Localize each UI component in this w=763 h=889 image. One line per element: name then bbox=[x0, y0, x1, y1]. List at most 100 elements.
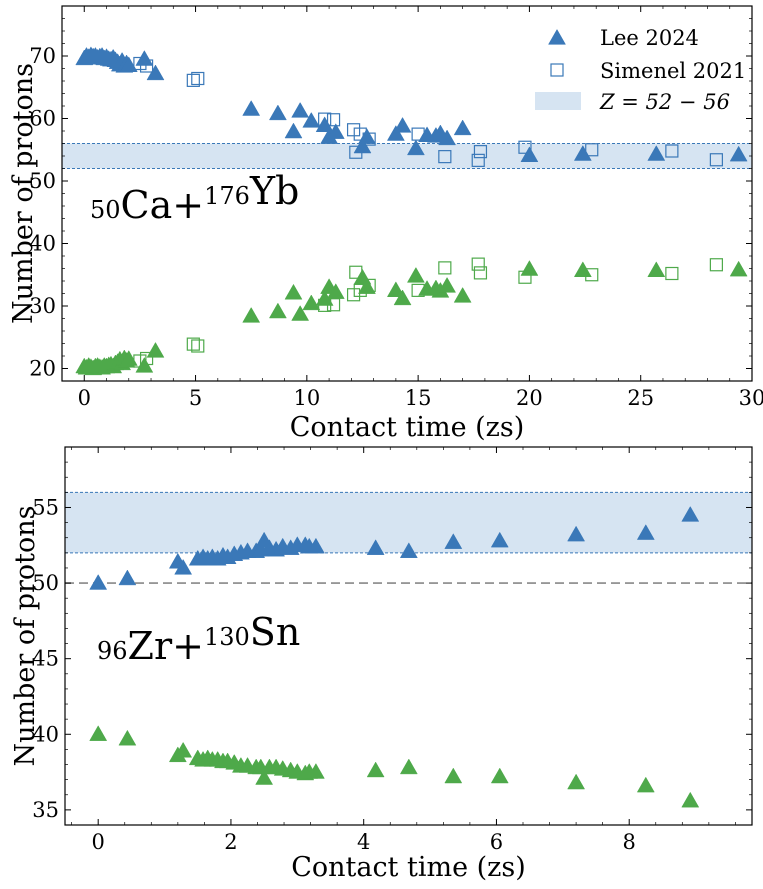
data-point-square bbox=[473, 266, 488, 280]
series-0 bbox=[89, 506, 700, 590]
data-point-triangle bbox=[520, 260, 539, 276]
legend-label-simenel: Simenel 2021 bbox=[600, 59, 746, 83]
x-tick-label: 10 bbox=[293, 386, 320, 410]
data-point-square bbox=[518, 270, 532, 284]
data-point-square bbox=[326, 113, 341, 127]
data-point-triangle bbox=[242, 100, 261, 116]
data-point-square bbox=[346, 288, 361, 302]
band-z52-56 bbox=[65, 492, 752, 553]
data-point-triangle bbox=[291, 101, 310, 118]
data-point-triangle bbox=[647, 261, 666, 277]
data-point-square bbox=[471, 257, 485, 271]
data-point-triangle bbox=[284, 283, 303, 300]
data-point-triangle bbox=[399, 758, 418, 775]
data-point-triangle bbox=[306, 763, 325, 779]
data-point-triangle bbox=[567, 773, 586, 790]
y-tick-label: 50 bbox=[29, 169, 56, 193]
data-point-triangle bbox=[406, 266, 425, 283]
legend: Lee 2024 Simenel 2021 Z = 52 − 56 bbox=[535, 26, 746, 114]
y-tick-label: 20 bbox=[29, 357, 56, 381]
data-point-triangle bbox=[366, 761, 385, 778]
data-point-square bbox=[133, 354, 147, 368]
data-point-triangle bbox=[242, 306, 261, 323]
data-point-triangle bbox=[174, 558, 193, 575]
y-tick-label: 55 bbox=[32, 495, 59, 519]
mass-number: 50 bbox=[90, 196, 121, 224]
data-point-triangle bbox=[306, 537, 325, 554]
x-tick-label: 30 bbox=[739, 386, 763, 410]
x-tick-label: 2 bbox=[224, 830, 237, 854]
data-point-square bbox=[133, 56, 147, 71]
data-point-square bbox=[362, 278, 376, 292]
band-z52-56 bbox=[62, 143, 752, 169]
legend-label-band: Z = 52 − 56 bbox=[599, 90, 730, 114]
data-point-square bbox=[349, 145, 363, 159]
data-point-triangle bbox=[444, 767, 463, 784]
data-point-triangle bbox=[119, 56, 138, 72]
y-axis-label: Number of protons bbox=[8, 63, 39, 324]
legend-marker-simenel bbox=[550, 63, 564, 77]
data-point-triangle bbox=[119, 350, 138, 366]
data-point-triangle bbox=[118, 569, 137, 586]
data-point-square bbox=[346, 123, 361, 137]
data-point-triangle bbox=[573, 145, 592, 161]
data-point-square bbox=[473, 145, 488, 159]
data-point-triangle bbox=[490, 531, 509, 548]
reaction-label: 96Zr+130Sn bbox=[97, 610, 300, 668]
x-tick-label: 20 bbox=[516, 386, 543, 410]
data-point-square bbox=[191, 339, 205, 353]
plot-area bbox=[62, 46, 752, 376]
data-point-square bbox=[665, 144, 679, 158]
data-point-triangle bbox=[358, 128, 376, 144]
data-point-square bbox=[186, 337, 200, 351]
data-point-square bbox=[438, 261, 452, 275]
x-tick-label: 25 bbox=[627, 386, 654, 410]
data-point-triangle bbox=[255, 769, 274, 785]
data-point-triangle bbox=[681, 791, 700, 808]
data-point-square bbox=[518, 140, 532, 154]
data-point-triangle bbox=[729, 145, 748, 162]
data-point-triangle bbox=[326, 123, 345, 139]
data-point-square bbox=[438, 150, 452, 164]
data-point-triangle bbox=[146, 341, 165, 358]
data-point-triangle bbox=[386, 281, 405, 297]
data-point-square bbox=[585, 268, 599, 282]
legend-label-lee: Lee 2024 bbox=[600, 26, 699, 50]
y-tick-label: 50 bbox=[32, 571, 59, 595]
x-axis-label: Contact time (zs) bbox=[290, 412, 525, 443]
data-point-square bbox=[191, 71, 205, 86]
data-point-triangle bbox=[268, 104, 287, 121]
mass-number: 96 bbox=[97, 637, 128, 665]
data-point-triangle bbox=[647, 145, 666, 161]
data-point-square bbox=[318, 298, 332, 312]
legend-marker-band bbox=[535, 92, 581, 110]
data-point-triangle bbox=[174, 741, 193, 758]
y-tick-label: 30 bbox=[29, 294, 56, 318]
data-point-square bbox=[411, 127, 425, 141]
y-tick-label: 40 bbox=[29, 232, 56, 256]
x-tick-label: 4 bbox=[357, 830, 370, 854]
data-point-triangle bbox=[520, 146, 539, 162]
y-tick-label: 45 bbox=[32, 647, 59, 671]
data-point-square bbox=[353, 127, 367, 141]
data-point-square bbox=[139, 351, 154, 366]
x-tick-label: 6 bbox=[490, 830, 503, 854]
plot-area bbox=[65, 491, 752, 808]
data-point-triangle bbox=[366, 539, 385, 555]
x-tick-label: 8 bbox=[623, 830, 636, 854]
x-tick-label: 5 bbox=[189, 386, 202, 410]
data-point-square bbox=[411, 283, 425, 297]
data-point-square bbox=[326, 298, 341, 312]
series-0 bbox=[75, 46, 748, 162]
y-tick-label: 70 bbox=[29, 44, 56, 68]
y-tick-label: 40 bbox=[32, 722, 59, 746]
plot-frame bbox=[64, 446, 753, 826]
element-symbol: Ca bbox=[121, 183, 173, 227]
data-point-triangle bbox=[636, 776, 655, 793]
data-point-square bbox=[709, 258, 723, 272]
data-point-square bbox=[471, 153, 485, 167]
data-point-triangle bbox=[681, 506, 700, 522]
data-point-triangle bbox=[302, 294, 321, 311]
element-symbol: Sn bbox=[250, 610, 301, 654]
